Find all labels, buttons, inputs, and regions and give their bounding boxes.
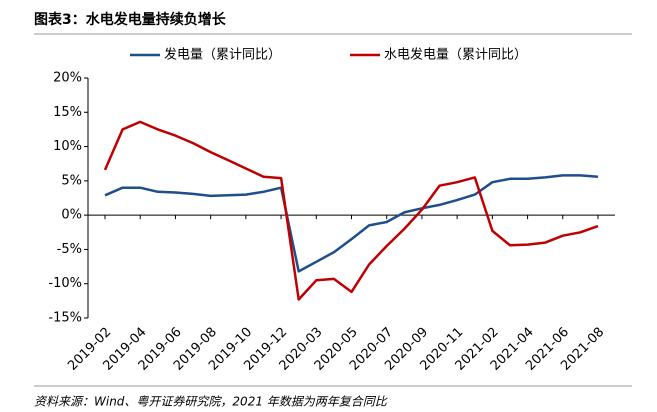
- line-series: [103, 120, 599, 301]
- y-tick-label: -15%: [48, 311, 82, 326]
- legend-label: 发电量（累计同比）: [164, 47, 281, 63]
- chart-title: 图表3：水电发电量持续负增长: [34, 11, 227, 28]
- y-tick-label: -5%: [57, 242, 82, 257]
- source: 资料来源：Wind、粤开证券研究院，2021 年数据为两年复合同比: [34, 395, 388, 409]
- y-tick-label: -10%: [48, 276, 82, 291]
- y-tick-label: 5%: [61, 173, 82, 188]
- line-series: [104, 174, 599, 273]
- y-tick-label: 10%: [53, 139, 82, 154]
- y-tick-label: 20%: [53, 71, 82, 86]
- y-tick-label: 0%: [61, 208, 82, 223]
- y-tick-label: 15%: [53, 105, 82, 120]
- legend-label: 水电发电量（累计同比）: [384, 47, 527, 63]
